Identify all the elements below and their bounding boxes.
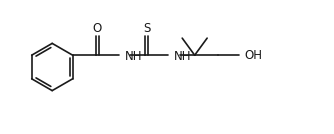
Text: NH: NH: [125, 50, 142, 63]
Text: O: O: [93, 23, 102, 36]
Text: S: S: [143, 23, 150, 36]
Text: OH: OH: [244, 49, 263, 62]
Text: NH: NH: [174, 50, 191, 63]
